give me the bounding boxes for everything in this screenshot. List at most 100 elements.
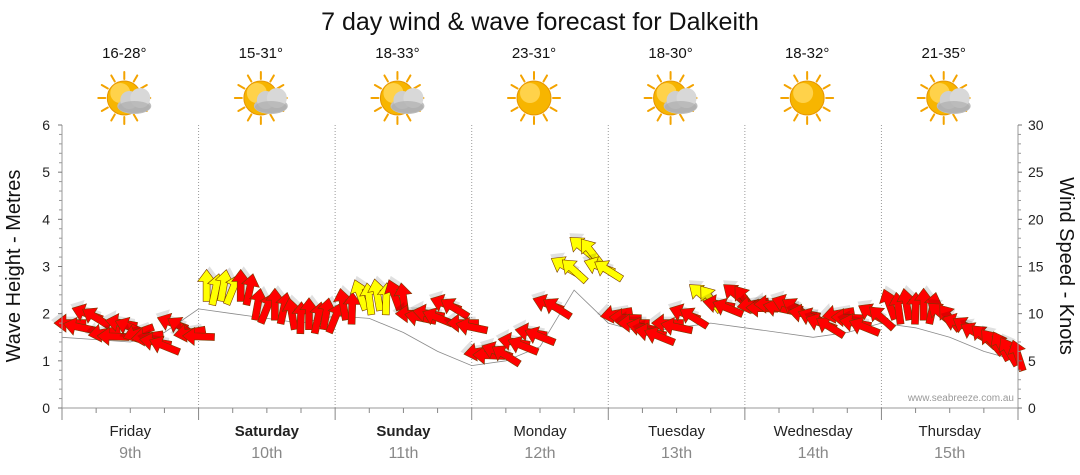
sun-ray	[783, 84, 792, 90]
arrow-shape	[422, 307, 455, 328]
right-tick-label: 30	[1028, 117, 1044, 133]
wind-arrows	[51, 233, 1027, 373]
sun-ray	[793, 113, 799, 122]
sun-ray	[405, 113, 412, 122]
sun-ray	[246, 74, 253, 83]
wind-arrow	[1007, 339, 1027, 373]
right-tick-label: 5	[1028, 353, 1036, 369]
sun-ray	[246, 113, 253, 122]
sun-ray	[110, 74, 116, 83]
sun-ray	[783, 106, 792, 112]
chart-title: 7 day wind & wave forecast for Dalkeith	[321, 8, 759, 36]
day-name-label: Sunday	[376, 423, 431, 440]
wind-arrow	[342, 291, 362, 325]
wind-arrow	[712, 297, 745, 318]
right-axis-ticks: 0 5 10 15 20 25 30	[1018, 117, 1044, 416]
wind-arrow	[440, 298, 471, 321]
sun-ray	[412, 84, 421, 90]
day-date-label: 15th	[934, 445, 965, 462]
sun-ray	[276, 84, 285, 90]
day-date-label: 10th	[251, 445, 282, 462]
sun-ray	[132, 74, 139, 83]
sun-ray	[510, 106, 519, 112]
wind-arrow	[491, 345, 522, 368]
arrow-shape	[869, 306, 897, 332]
left-tick-label: 5	[42, 164, 50, 180]
partly-cloudy-icon	[916, 71, 971, 125]
sun-ray	[373, 84, 382, 90]
day-date-label: 12th	[524, 445, 555, 462]
sun-ray	[793, 74, 799, 83]
sun-ray	[822, 84, 831, 90]
sun-ray	[647, 106, 656, 112]
sun-ray	[549, 84, 558, 90]
sun-ray	[815, 74, 822, 83]
sun-ray	[132, 113, 139, 122]
sun-ray	[815, 113, 822, 122]
cloud-shade	[937, 101, 970, 113]
day-name-label: Monday	[513, 423, 567, 440]
cloud-shade	[664, 101, 697, 113]
temp-range-label: 18-30°	[648, 45, 692, 62]
arrow-shape	[849, 316, 881, 337]
left-axis-label: Wave Height - Metres	[3, 170, 25, 363]
arrow-shape	[342, 291, 362, 325]
day-name-label: Wednesday	[774, 423, 853, 440]
left-tick-label: 4	[42, 211, 50, 227]
partly-cloudy-icon	[233, 71, 288, 125]
sunny-icon	[507, 71, 561, 125]
sunny-icon	[780, 71, 835, 125]
cloud-shape	[936, 88, 971, 114]
right-axis-label: Wind Speed - Knots	[1055, 177, 1077, 355]
day-name-label: Thursday	[918, 423, 981, 440]
arrow-shape	[182, 326, 215, 346]
day-name-label: Saturday	[235, 423, 300, 440]
wind-arrow	[422, 307, 455, 328]
sun-ray	[237, 84, 246, 90]
arrow-shape	[1007, 339, 1027, 373]
x-axis-labels: Friday 9th Saturday 10th Sunday 11th Monday 12t…	[109, 423, 981, 462]
sun-ray	[520, 113, 526, 122]
sun-ray	[549, 106, 558, 112]
day-date-label: 9th	[119, 445, 141, 462]
temp-range-label: 23-31°	[512, 45, 556, 62]
sun-ray	[959, 84, 968, 90]
temp-range-label: 18-32°	[785, 45, 829, 62]
wind-arrow	[149, 335, 181, 356]
sun-ray	[952, 74, 958, 83]
sun-ray	[656, 74, 663, 83]
plot-background	[62, 125, 1018, 408]
partly-cloudy-icon	[370, 71, 425, 125]
sun-ray	[542, 74, 548, 83]
wind-arrow	[561, 259, 589, 285]
left-tick-label: 6	[42, 117, 50, 133]
wind-arrow	[455, 316, 489, 336]
wind-arrow	[507, 335, 540, 356]
cloud-shade	[118, 101, 151, 113]
sun-ray	[237, 106, 246, 112]
arrow-shape	[594, 260, 625, 283]
sun-ray	[952, 113, 958, 122]
day-date-label: 14th	[798, 445, 829, 462]
sun-ray	[656, 113, 663, 122]
day-date-label: 11th	[388, 445, 418, 462]
temp-range-label: 15-31°	[239, 45, 283, 62]
right-tick-label: 10	[1028, 306, 1044, 322]
day-headers: 16-28° 15-31° 18-33° 23-31° 18-30° 18-32° 21-3…	[97, 45, 971, 125]
cloud-shade	[254, 101, 287, 113]
day-date-label: 13th	[661, 445, 692, 462]
wind-arrow	[816, 316, 846, 339]
sun-ray	[510, 84, 519, 90]
sun-ray	[686, 84, 695, 90]
watermark: www.seabreeze.com.au	[907, 393, 1014, 404]
wind-arrow	[182, 326, 215, 346]
wind-arrow	[849, 316, 881, 337]
wind-arrow	[679, 307, 710, 330]
sun-ray	[542, 113, 548, 122]
arrow-shape	[62, 316, 96, 336]
arrow-shape	[660, 316, 694, 336]
temp-range-label: 18-33°	[375, 45, 419, 62]
sun-ray	[920, 84, 929, 90]
sun-ray	[679, 74, 685, 83]
day-name-label: Friday	[109, 423, 151, 440]
